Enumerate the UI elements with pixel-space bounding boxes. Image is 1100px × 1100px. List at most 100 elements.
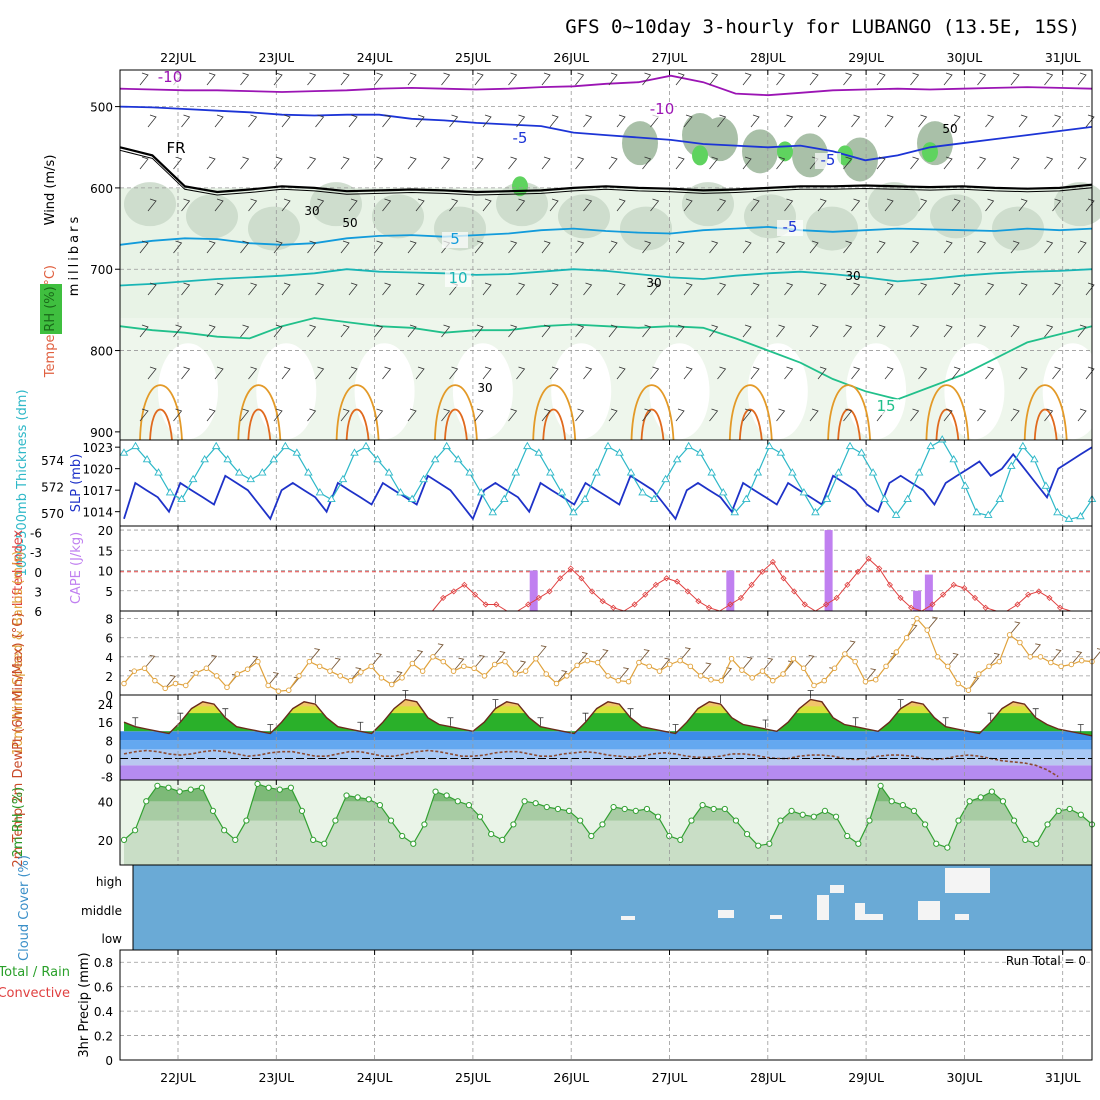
lifted-index-point	[461, 581, 468, 588]
date-label-bottom: 29JUL	[848, 1070, 884, 1085]
temperature-range-bar	[267, 724, 274, 733]
wind-barb	[541, 324, 551, 338]
cloud-cover-block	[817, 895, 829, 920]
cape-bar	[913, 590, 922, 611]
wind-barb	[683, 114, 693, 128]
rh-point	[621, 805, 628, 813]
lifted-index-point	[929, 601, 936, 608]
rh-tick-label: 40	[98, 795, 113, 809]
lifted-index-point	[854, 568, 862, 575]
isotherm-label: 10	[448, 269, 467, 287]
temperature-band	[120, 758, 1092, 766]
rh-legend-swatch	[40, 284, 62, 334]
date-label-bottom: 31JUL	[1045, 1070, 1081, 1085]
wind-barb-10m	[1009, 621, 1021, 636]
thickness-point	[1018, 441, 1028, 450]
cape-bar	[529, 570, 538, 611]
rh-dry-area	[354, 343, 415, 440]
slp-axis-title: SLP (mb)	[69, 454, 84, 513]
rh-dry-area	[649, 343, 710, 440]
wind-barb	[1052, 198, 1062, 212]
wind-barb	[214, 198, 224, 212]
rh-point	[799, 811, 806, 818]
rh-point	[232, 836, 239, 843]
wind-barb	[281, 366, 291, 380]
wind-barb	[642, 72, 652, 86]
cape-bar	[924, 574, 933, 611]
thickness-point	[373, 454, 382, 463]
wind-barb	[650, 198, 660, 212]
thickness-point	[546, 468, 555, 476]
rh-point	[276, 786, 283, 793]
wind-barb	[147, 366, 157, 380]
rh-point	[365, 796, 372, 803]
wind-barb	[374, 240, 384, 254]
wind-barb	[650, 282, 660, 296]
wind-barb	[139, 324, 149, 338]
date-label-top: 27JUL	[652, 50, 688, 65]
wind-barb-10m	[926, 616, 939, 631]
thickness-tick-label: 574	[41, 454, 64, 468]
thickness-point	[799, 488, 809, 496]
wind-barb	[441, 72, 451, 86]
thickness-point	[315, 488, 325, 496]
wind-speed-point	[1068, 661, 1075, 668]
date-label-top: 31JUL	[1045, 50, 1081, 65]
wind-barb	[884, 366, 894, 380]
wind-barb	[273, 240, 283, 254]
wind-barb	[482, 114, 492, 128]
rh-line	[123, 783, 1093, 849]
wind-speed-point	[1006, 632, 1013, 638]
wind-barb-10m	[432, 643, 444, 658]
date-label-top: 26JUL	[553, 50, 589, 65]
li-tick-label: -6	[30, 527, 42, 541]
rh-shade-blob	[620, 206, 672, 251]
rh-point	[1033, 840, 1040, 847]
temperature-area	[124, 699, 1092, 736]
wind-barb	[985, 114, 995, 128]
rh-contour-label: 30	[304, 204, 319, 218]
wind-barb	[918, 282, 928, 296]
wind-barb	[583, 366, 593, 380]
wind-barb-10m	[206, 654, 218, 669]
wind-speed-point	[842, 651, 848, 657]
lifted-index-point	[833, 594, 840, 601]
svg-text:CAPE (J/kg): CAPE (J/kg)	[69, 532, 84, 604]
wind-barb	[340, 408, 350, 422]
rh-point	[788, 807, 795, 815]
temperature-line	[123, 698, 1093, 737]
wind-barb	[415, 366, 425, 380]
rh-point	[310, 836, 317, 843]
lifted-index-point	[525, 601, 532, 608]
lifted-index-point	[737, 594, 745, 601]
wind-barb	[843, 240, 853, 254]
wind-barb	[474, 156, 484, 170]
rh-dry-area	[1042, 343, 1100, 440]
wind-speed-point	[491, 661, 498, 668]
temperature-tick-label: 24	[98, 698, 113, 712]
wind-speed-point	[337, 673, 344, 679]
wind-tick-label: 0	[105, 689, 113, 703]
wind-barb	[307, 408, 317, 422]
rh-point	[421, 821, 428, 828]
wind-speed-point	[255, 658, 261, 665]
rh-point	[922, 821, 929, 828]
wind-barb	[382, 114, 392, 128]
thickness-point	[223, 454, 232, 463]
wind-barb	[407, 72, 417, 86]
wind-speed-point	[1048, 659, 1054, 666]
wind-barb-10m	[968, 676, 980, 691]
thickness-point	[580, 494, 590, 502]
thickness-point	[419, 474, 428, 483]
wind-barb	[307, 324, 317, 338]
date-label-bottom: 23JUL	[258, 1070, 294, 1085]
cloud-cover-block	[955, 868, 990, 893]
thickness-point	[281, 441, 290, 450]
rh-point	[443, 792, 450, 799]
wind-barb	[977, 324, 987, 338]
wind-barb	[642, 408, 652, 422]
wind-barb	[181, 366, 191, 380]
wind-barb	[1010, 324, 1020, 338]
temperature-range-bar	[1077, 724, 1084, 733]
cloud-axis-title: Cloud Cover (%)	[17, 855, 32, 961]
